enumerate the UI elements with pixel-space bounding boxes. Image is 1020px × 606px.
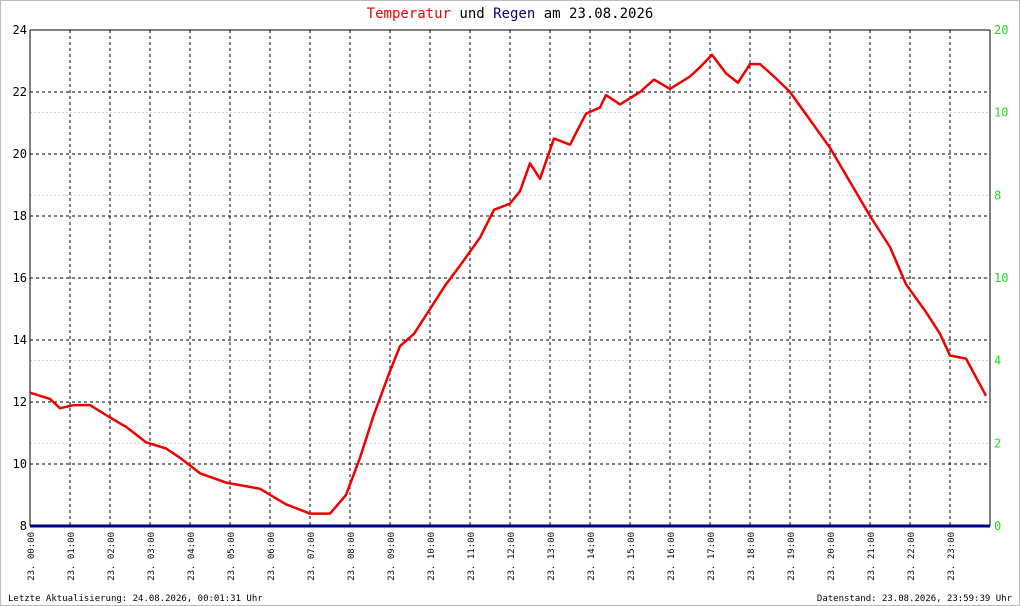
title-and: und <box>459 6 484 22</box>
y-tick-label: 22 <box>13 85 27 99</box>
x-tick-label: 23. 07:00 <box>307 532 317 581</box>
x-tick-label: 23. 17:00 <box>707 532 717 581</box>
y2-tick-label: 10 <box>994 106 1008 120</box>
y-tick-label: 8 <box>20 519 27 533</box>
y-tick-label: 18 <box>13 209 27 223</box>
x-tick-label: 23. 04:00 <box>187 532 197 581</box>
title-rain: Regen <box>493 6 535 22</box>
x-tick-label: 23. 11:00 <box>467 532 477 581</box>
x-tick-label: 23. 02:00 <box>107 532 117 581</box>
x-tick-label: 23. 09:00 <box>387 532 397 581</box>
x-tick-label: 23. 19:00 <box>787 532 797 581</box>
y2-tick-label: 0 <box>994 519 1001 533</box>
x-tick-label: 23. 00:00 <box>27 532 37 581</box>
x-tick-label: 23. 18:00 <box>747 532 757 581</box>
y-tick-label: 16 <box>13 271 27 285</box>
x-tick-label: 23. 08:00 <box>347 532 357 581</box>
y-tick-label: 10 <box>13 457 27 471</box>
x-tick-label: 23. 12:00 <box>507 532 517 581</box>
y2-tick-label: 10 <box>994 271 1008 285</box>
x-tick-label: 23. 16:00 <box>667 532 677 581</box>
x-tick-label: 23. 01:00 <box>67 532 77 581</box>
x-tick-label: 23. 06:00 <box>267 532 277 581</box>
x-tick-label: 23. 05:00 <box>227 532 237 581</box>
x-tick-label: 23. 03:00 <box>147 532 157 581</box>
series-line <box>29 53 988 515</box>
y2-tick-label: 20 <box>994 23 1008 37</box>
y2-tick-label: 8 <box>994 188 1001 202</box>
x-tick-label: 23. 10:00 <box>427 532 437 581</box>
y-tick-label: 14 <box>13 333 27 347</box>
x-tick-label: 23. 20:00 <box>827 532 837 581</box>
x-tick-label: 23. 21:00 <box>867 532 877 581</box>
y-tick-label: 20 <box>13 147 27 161</box>
y2-tick-label: 4 <box>994 354 1001 368</box>
x-tick-label: 23. 14:00 <box>587 532 597 581</box>
y2-tick-label: 2 <box>994 436 1001 450</box>
y-tick-label: 24 <box>13 23 27 37</box>
footer-right: Datenstand: 23.08.2026, 23:59:39 Uhr <box>817 594 1013 604</box>
x-tick-label: 23. 15:00 <box>627 532 637 581</box>
chart-title: Temperatur und Regen am 23.08.2026 <box>367 6 654 22</box>
title-temp: Temperatur <box>367 6 451 22</box>
title-date: am 23.08.2026 <box>544 6 654 22</box>
x-tick-label: 23. 13:00 <box>547 532 557 581</box>
footer-left: Letzte Aktualisierung: 24.08.2026, 00:01… <box>8 594 263 604</box>
x-tick-label: 23. 22:00 <box>907 532 917 581</box>
y-tick-label: 12 <box>13 395 27 409</box>
x-tick-label: 23. 23:00 <box>947 532 957 581</box>
